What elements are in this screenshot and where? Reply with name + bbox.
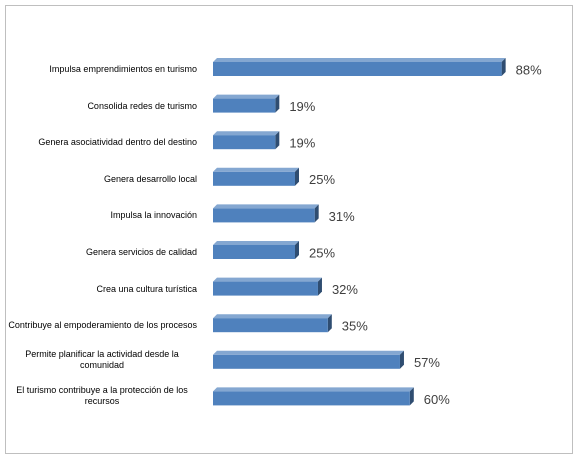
category-label: Impulsa la innovación (110, 210, 197, 221)
bar-top (213, 58, 506, 62)
category-label: Genera asociatividad dentro del destino (38, 137, 197, 148)
value-label: 35% (342, 319, 368, 334)
bar-side (327, 314, 332, 333)
category-label-box: Impulsa la innovación (7, 205, 197, 223)
bar (213, 245, 295, 259)
bar (213, 98, 276, 113)
category-label: Genera desarrollo local (103, 173, 197, 184)
category-label-box: Consolida redes de turismo (7, 96, 197, 114)
bar-top (213, 204, 319, 209)
bar-side (399, 350, 404, 369)
bar-top (213, 350, 404, 355)
bar-top (213, 277, 322, 282)
bar-side (275, 94, 280, 113)
bar (213, 281, 318, 296)
value-label: 25% (309, 245, 335, 260)
bar-side (501, 58, 506, 76)
category-label: Permite planificar la actividad desde la… (25, 348, 179, 370)
bar (213, 208, 315, 223)
bar-side (275, 131, 280, 150)
category-label-box: Genera asociatividad dentro del destino (7, 132, 197, 150)
bar-side (409, 387, 414, 406)
bar-side (295, 167, 299, 186)
category-label-box: Impulsa emprendimientos en turismo (7, 59, 197, 77)
value-label: 19% (289, 99, 315, 114)
category-label-box: Contribuye al empoderamiento de los proc… (7, 315, 197, 333)
category-label: El turismo contribuye a la protección de… (16, 385, 188, 407)
category-label-box: Crea una cultura turística (7, 279, 197, 297)
bar (213, 171, 295, 186)
bar (213, 62, 502, 76)
category-label: Consolida redes de turismo (87, 100, 197, 111)
bar (213, 135, 276, 150)
value-label: 25% (309, 172, 335, 187)
value-label: 60% (424, 392, 450, 407)
bar (213, 354, 400, 369)
value-label: 88% (516, 62, 542, 77)
bar-side (314, 204, 319, 223)
value-label: 32% (332, 282, 358, 297)
bar-top (213, 314, 332, 319)
bar-top (213, 94, 280, 99)
bar (213, 318, 328, 333)
category-label: Impulsa emprendimientos en turismo (49, 64, 197, 74)
value-label: 19% (289, 136, 315, 151)
category-label: Genera servicios de calidad (85, 247, 197, 257)
value-label: 57% (414, 355, 440, 370)
bar-top (213, 167, 299, 172)
category-label-box: El turismo contribuye a la protección de… (7, 385, 197, 409)
bar-top (213, 131, 280, 136)
category-label-box: Permite planificar la actividad desde la… (7, 349, 197, 373)
category-label-box: Genera desarrollo local (7, 169, 197, 187)
bar-top (213, 241, 299, 245)
bar-top (213, 387, 414, 392)
category-label: Contribuye al empoderamiento de los proc… (8, 320, 197, 331)
bar-side (295, 241, 299, 259)
value-label: 31% (329, 209, 355, 224)
bar (213, 391, 410, 406)
category-label-box: Genera servicios de calidad (7, 242, 197, 260)
category-label: Crea una cultura turística (96, 283, 197, 294)
bar-side (317, 277, 322, 296)
chart-frame (5, 5, 573, 454)
